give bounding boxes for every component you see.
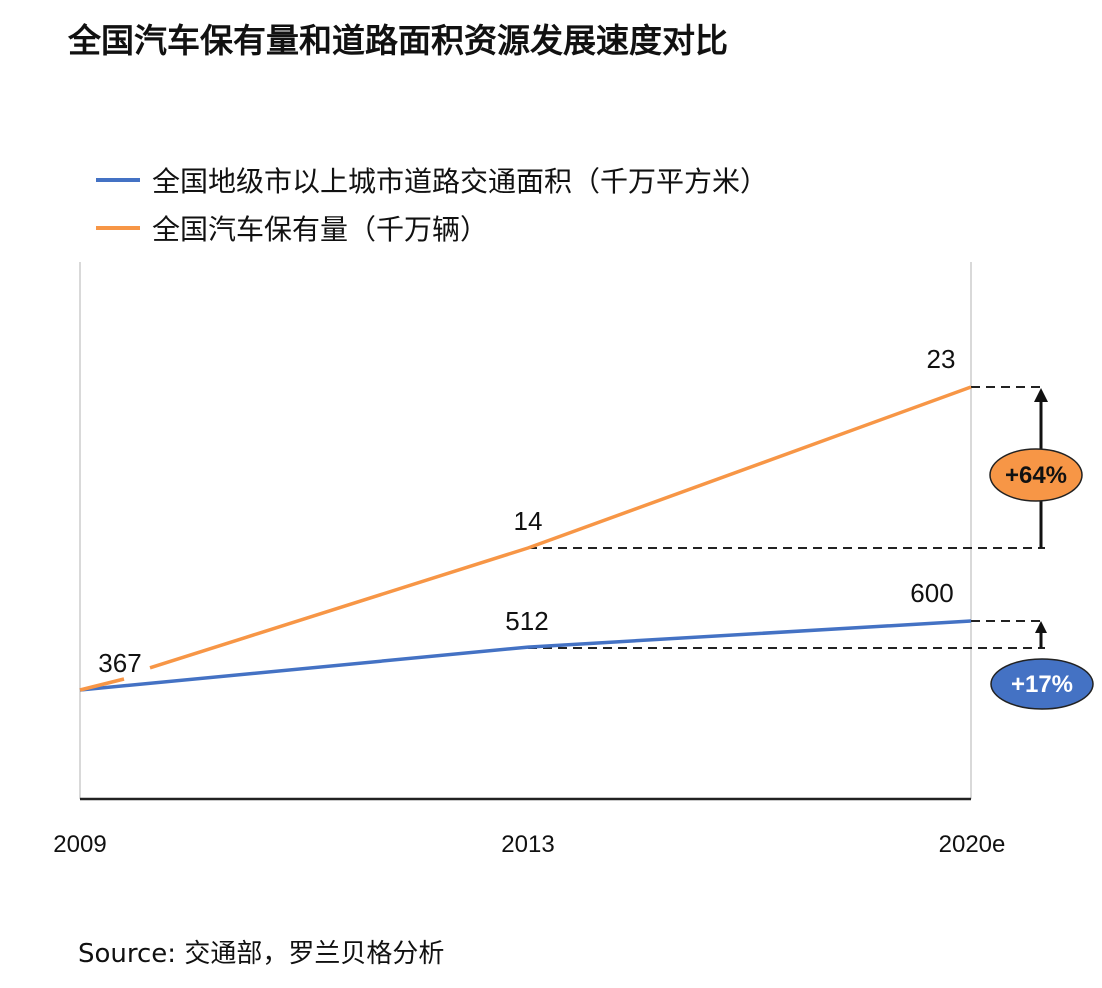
data-label-car-ownership-2020e: 23 [927, 344, 956, 374]
data-label-road-area-2020e: 600 [910, 578, 953, 608]
series-line-road-area [79, 619, 972, 692]
data-label-road-area-2013: 512 [505, 606, 548, 636]
growth-label-road-area: +17% [1011, 671, 1073, 698]
series-line-car-ownership-segment [79, 677, 125, 692]
legend-swatch-car-ownership [96, 226, 140, 230]
legend-item-car-ownership: 全国汽车保有量（千万辆） [96, 204, 768, 252]
legend-label-road-area: 全国地级市以上城市道路交通面积（千万平方米） [152, 165, 769, 198]
growth-indicator-road-area: +17% [990, 621, 1094, 710]
arrow-up-icon [1034, 388, 1048, 402]
growth-badge-road-area [990, 658, 1094, 710]
x-tick-label: 2020e [939, 831, 1006, 858]
chart-title: 全国汽车保有量和道路面积资源发展速度对比 [68, 21, 728, 60]
chart-legend: 全国地级市以上城市道路交通面积（千万平方米） 全国汽车保有量（千万辆） [96, 156, 768, 252]
growth-indicator-car-ownership: +64% [989, 388, 1083, 548]
data-label-car-ownership-2013: 14 [514, 506, 543, 536]
series-line-car-ownership [149, 385, 972, 670]
x-tick-label: 2013 [501, 831, 554, 858]
growth-label-car-ownership: +64% [1005, 462, 1067, 489]
legend-label-car-ownership: 全国汽车保有量（千万辆） [152, 213, 489, 246]
arrow-up-icon [1035, 621, 1047, 633]
growth-badge-car-ownership [989, 448, 1083, 502]
legend-swatch-road-area [96, 178, 140, 182]
source-note: Source: 交通部，罗兰贝格分析 [78, 939, 445, 969]
x-tick-label: 2009 [53, 831, 106, 858]
data-label-road-area-2009: 367 [98, 648, 141, 678]
legend-item-road-area: 全国地级市以上城市道路交通面积（千万平方米） [96, 156, 768, 204]
